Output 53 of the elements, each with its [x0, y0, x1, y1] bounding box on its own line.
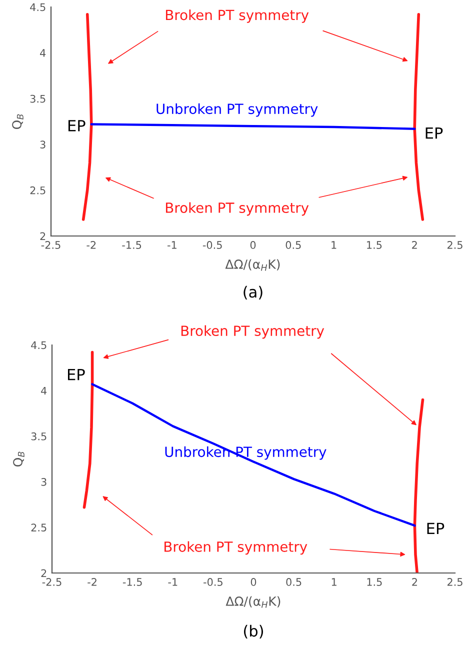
y-axis-title: Q$_{B}$ [12, 114, 24, 129]
x-tick-label: 2.5 [447, 578, 462, 586]
y-tick-label: 4 [41, 386, 47, 395]
x-tick-label: -2.5 [42, 578, 62, 586]
x-axis-title: ΔΩ/(α$_{H}$K) [226, 596, 280, 608]
x-tick-label: 0 [250, 578, 256, 586]
y-tick-label: 4.5 [30, 3, 46, 12]
x-tick-label: -1.5 [122, 241, 142, 249]
x-tick-label: 1.5 [367, 241, 382, 249]
x-tick-label: 2 [412, 241, 417, 249]
y-tick-label: 2 [40, 232, 46, 240]
annotation: Broken PT symmetry [164, 541, 308, 555]
x-tick-label: 0.5 [286, 578, 302, 586]
y-tick-label: 2.5 [31, 524, 46, 532]
x-tick-label: -0.5 [202, 241, 222, 249]
line-series [413, 12, 424, 221]
y-tick-label: 3.5 [30, 94, 46, 103]
y-tick-label: 4.5 [31, 341, 46, 350]
x-tick-label: -0.5 [204, 578, 222, 586]
y-tick-label: 3.5 [31, 432, 46, 440]
x-axis-title: ΔΩ/(α$_{H}$K) [225, 259, 280, 271]
y-tick-label: 2.5 [30, 186, 46, 194]
x-tick-label: 1 [332, 241, 336, 249]
line-series [413, 398, 424, 573]
y-tick-label: 3 [41, 478, 46, 486]
annotation: Broken PT symmetry [166, 9, 309, 23]
y-tick-label: 4 [40, 49, 46, 57]
annotation: Broken PT symmetry [181, 325, 324, 339]
x-tick-label: 1.5 [367, 578, 382, 586]
y-tick-label: 2 [41, 569, 46, 577]
y-axis-title: Q$_{B}$ [13, 452, 24, 466]
y-tick-label: 3 [40, 140, 46, 149]
x-tick-label: 2 [412, 578, 417, 586]
x-tick-label: 0 [250, 241, 256, 249]
annotation: EP [68, 120, 86, 132]
x-tick-label: -2 [86, 241, 96, 249]
x-tick-label: -1 [168, 241, 176, 249]
annotation: Broken PT symmetry [166, 202, 309, 216]
x-tick-label: 2.5 [447, 241, 462, 249]
line-series [91, 383, 416, 527]
text: (a) [244, 286, 262, 300]
x-tick-label: -2.5 [41, 241, 60, 249]
annotation: Unbroken PT symmetry [156, 103, 318, 117]
x-tick-label: -2 [88, 578, 96, 586]
annotation: EP [426, 127, 443, 139]
annotation: EP [68, 368, 85, 380]
x-tick-label: -1 [168, 578, 178, 586]
annotation: EP [427, 522, 444, 534]
text: (b) [244, 624, 263, 639]
annotation: Unbroken PT symmetry [165, 446, 326, 460]
x-tick-label: 1 [332, 578, 336, 586]
x-tick-label: -1.5 [122, 578, 142, 586]
x-tick-label: 0.5 [286, 241, 301, 249]
